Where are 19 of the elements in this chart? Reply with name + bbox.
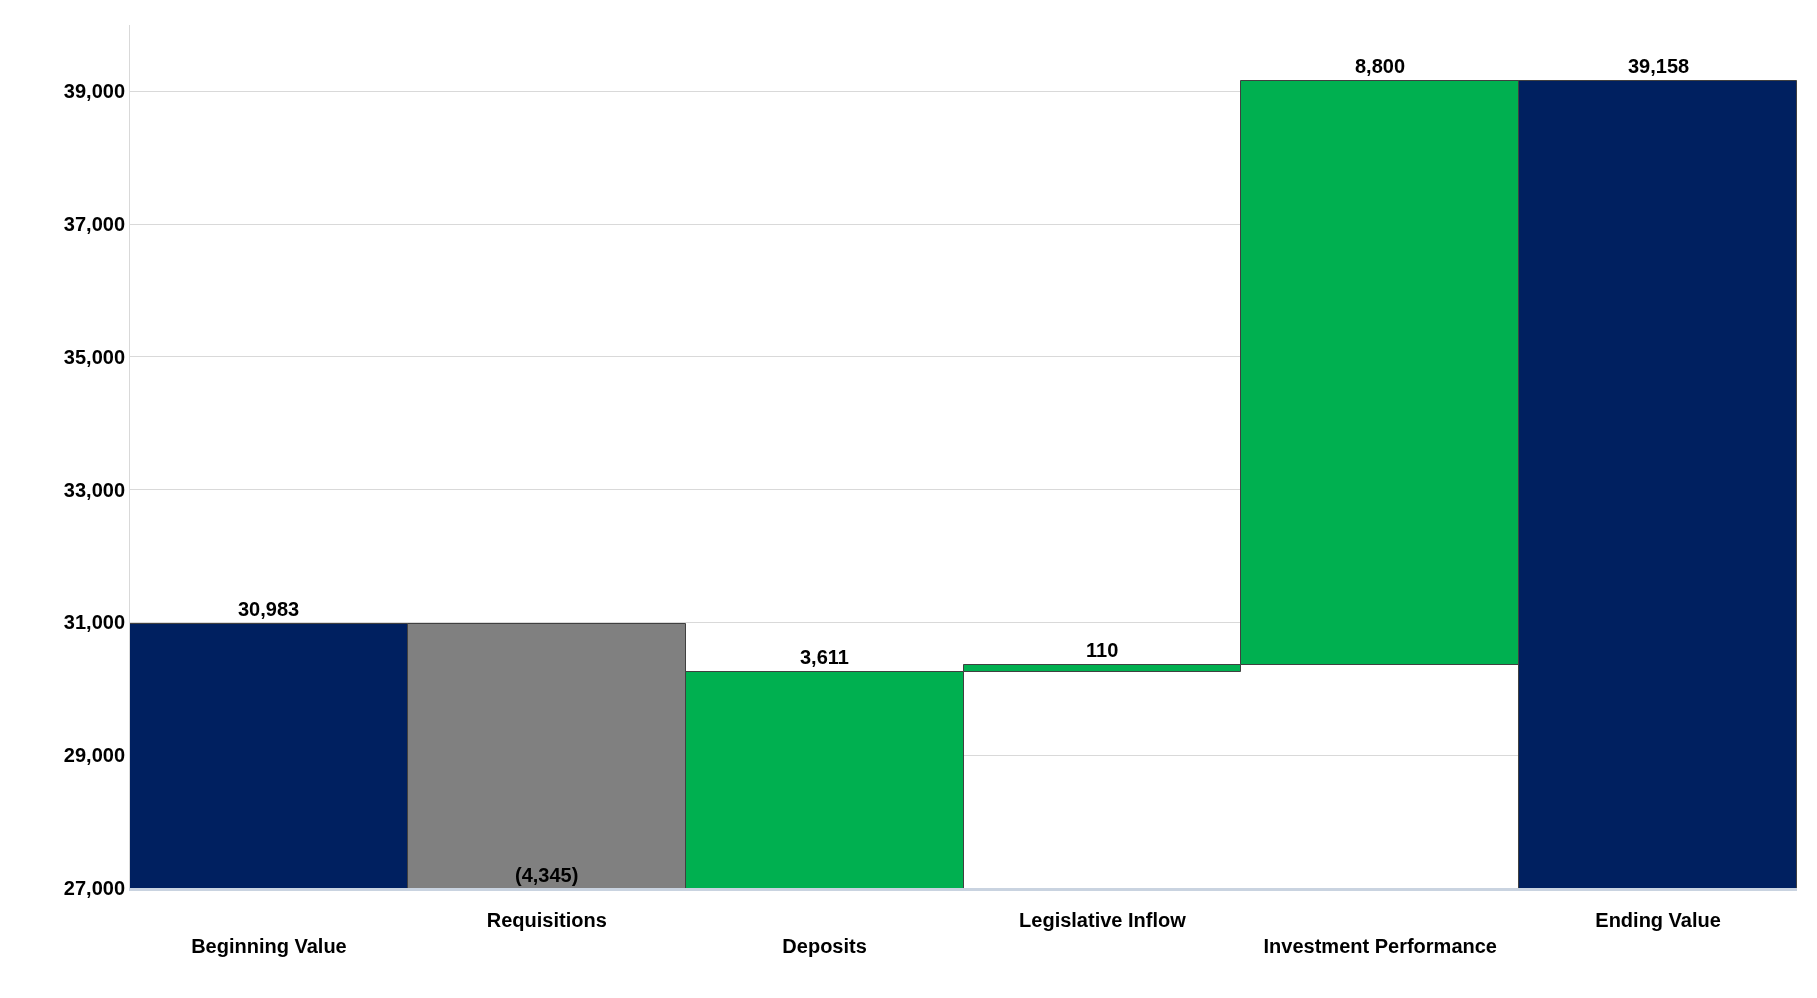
y-tick-label: 37,000	[63, 213, 125, 236]
x-tick-label: Ending Value	[1595, 909, 1721, 931]
x-tick-label: Investment Performance	[1263, 935, 1497, 957]
data-label: 110	[1086, 639, 1119, 661]
x-tick-label: Beginning Value	[191, 935, 347, 957]
x-tick-label: Requisitions	[486, 909, 607, 931]
data-label: 3,611	[800, 646, 849, 668]
x-tick-label: Deposits	[782, 935, 867, 957]
data-label: (4,345)	[515, 864, 579, 886]
y-tick-label: 29,000	[63, 744, 125, 767]
y-tick-label: 39,000	[63, 80, 125, 103]
y-tick-label: 33,000	[63, 478, 125, 501]
y-tick-label: 31,000	[63, 611, 125, 634]
y-tick-label: 27,000	[63, 877, 125, 899]
data-label: 30,983	[238, 598, 300, 620]
x-tick-label: Legislative Inflow	[1019, 909, 1187, 931]
data-label: 39,158	[1628, 55, 1690, 77]
data-label: 8,800	[1355, 55, 1406, 77]
y-tick-label: 35,000	[63, 345, 125, 368]
